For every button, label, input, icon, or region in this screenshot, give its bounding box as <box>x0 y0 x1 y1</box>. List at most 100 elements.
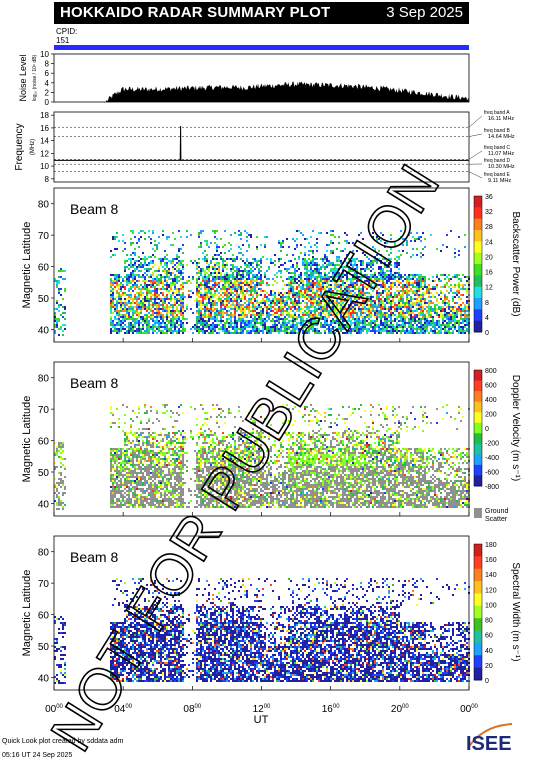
power-cell <box>118 296 120 298</box>
power-cell <box>440 324 442 326</box>
power-cell <box>162 298 164 300</box>
power-cell <box>338 278 340 280</box>
power-cell <box>314 264 316 266</box>
velocity-cell <box>110 502 112 504</box>
power-cell <box>174 238 176 240</box>
power-cell <box>126 326 128 328</box>
power-cell <box>288 286 290 288</box>
power-cell <box>340 308 342 310</box>
power-cell <box>274 316 276 318</box>
power-cell <box>240 304 242 306</box>
power-cell <box>166 296 168 298</box>
power-cell <box>326 244 328 246</box>
power-cell <box>214 320 216 322</box>
power-cell <box>392 300 394 302</box>
power-cell <box>342 318 344 320</box>
velocity-cell <box>110 412 112 414</box>
power-cell <box>216 250 218 252</box>
power-cell <box>384 284 386 286</box>
power-cell <box>212 230 214 232</box>
power-cell <box>186 280 188 282</box>
velocity-cell <box>114 502 116 504</box>
power-cell <box>206 322 208 324</box>
power-cell <box>366 308 368 310</box>
power-cell <box>314 324 316 326</box>
power-cell <box>258 332 260 334</box>
power-cell <box>410 274 412 276</box>
power-cell <box>274 264 276 266</box>
power-cell <box>222 312 224 314</box>
power-cell <box>382 272 384 274</box>
power-cell <box>316 308 318 310</box>
power-cell <box>426 302 428 304</box>
power-cell <box>142 326 144 328</box>
power-cell <box>138 330 140 332</box>
power-cell <box>356 258 358 260</box>
power-cell <box>166 294 168 296</box>
power-cell <box>324 268 326 270</box>
power-cell <box>140 258 142 260</box>
power-cell <box>138 280 140 282</box>
power-cell <box>136 260 138 262</box>
power-cell <box>328 314 330 316</box>
power-cell <box>354 302 356 304</box>
power-cell <box>428 292 430 294</box>
power-cell <box>420 332 422 334</box>
power-cell <box>378 268 380 270</box>
power-cell <box>166 298 168 300</box>
power-cell <box>122 234 124 236</box>
power-cell <box>162 266 164 268</box>
power-cell <box>308 242 310 244</box>
power-cell <box>326 286 328 288</box>
velocity-cell <box>64 468 66 470</box>
power-cell <box>352 322 354 324</box>
power-cell <box>348 326 350 328</box>
power-cell <box>252 282 254 284</box>
power-cell <box>330 294 332 296</box>
power-cell <box>464 304 466 306</box>
power-cell <box>248 298 250 300</box>
power-cell <box>358 302 360 304</box>
power-cell <box>416 314 418 316</box>
power-cell <box>274 320 276 322</box>
velocity-cell <box>114 448 116 450</box>
power-cell <box>310 288 312 290</box>
power-cell <box>416 320 418 322</box>
velocity-cell <box>54 484 56 486</box>
power-cell <box>114 310 116 312</box>
power-cell <box>202 302 204 304</box>
power-cell <box>412 330 414 332</box>
power-cell <box>150 314 152 316</box>
power-cell <box>64 324 66 326</box>
power-cell <box>222 320 224 322</box>
velocity-cell <box>62 492 64 494</box>
power-cell <box>312 322 314 324</box>
power-cell <box>358 260 360 262</box>
power-cell <box>178 328 180 330</box>
power-cell <box>366 310 368 312</box>
power-cell <box>156 288 158 290</box>
power-cell <box>354 288 356 290</box>
power-cell <box>412 304 414 306</box>
power-cell <box>296 292 298 294</box>
power-cell <box>118 318 120 320</box>
power-cell <box>144 238 146 240</box>
power-cell <box>208 316 210 318</box>
velocity-cell <box>56 508 58 510</box>
power-cell <box>112 280 114 282</box>
power-cell <box>230 284 232 286</box>
power-cell <box>158 310 160 312</box>
power-cell <box>142 308 144 310</box>
power-cell <box>352 264 354 266</box>
power-cell <box>250 264 252 266</box>
power-cell <box>332 328 334 330</box>
power-cell <box>420 240 422 242</box>
power-cell <box>252 296 254 298</box>
power-cell <box>256 330 258 332</box>
velocity-cell <box>110 452 112 454</box>
power-cell <box>148 312 150 314</box>
power-cell <box>240 234 242 236</box>
power-cell <box>362 262 364 264</box>
power-cell <box>234 328 236 330</box>
power-cell <box>318 232 320 234</box>
